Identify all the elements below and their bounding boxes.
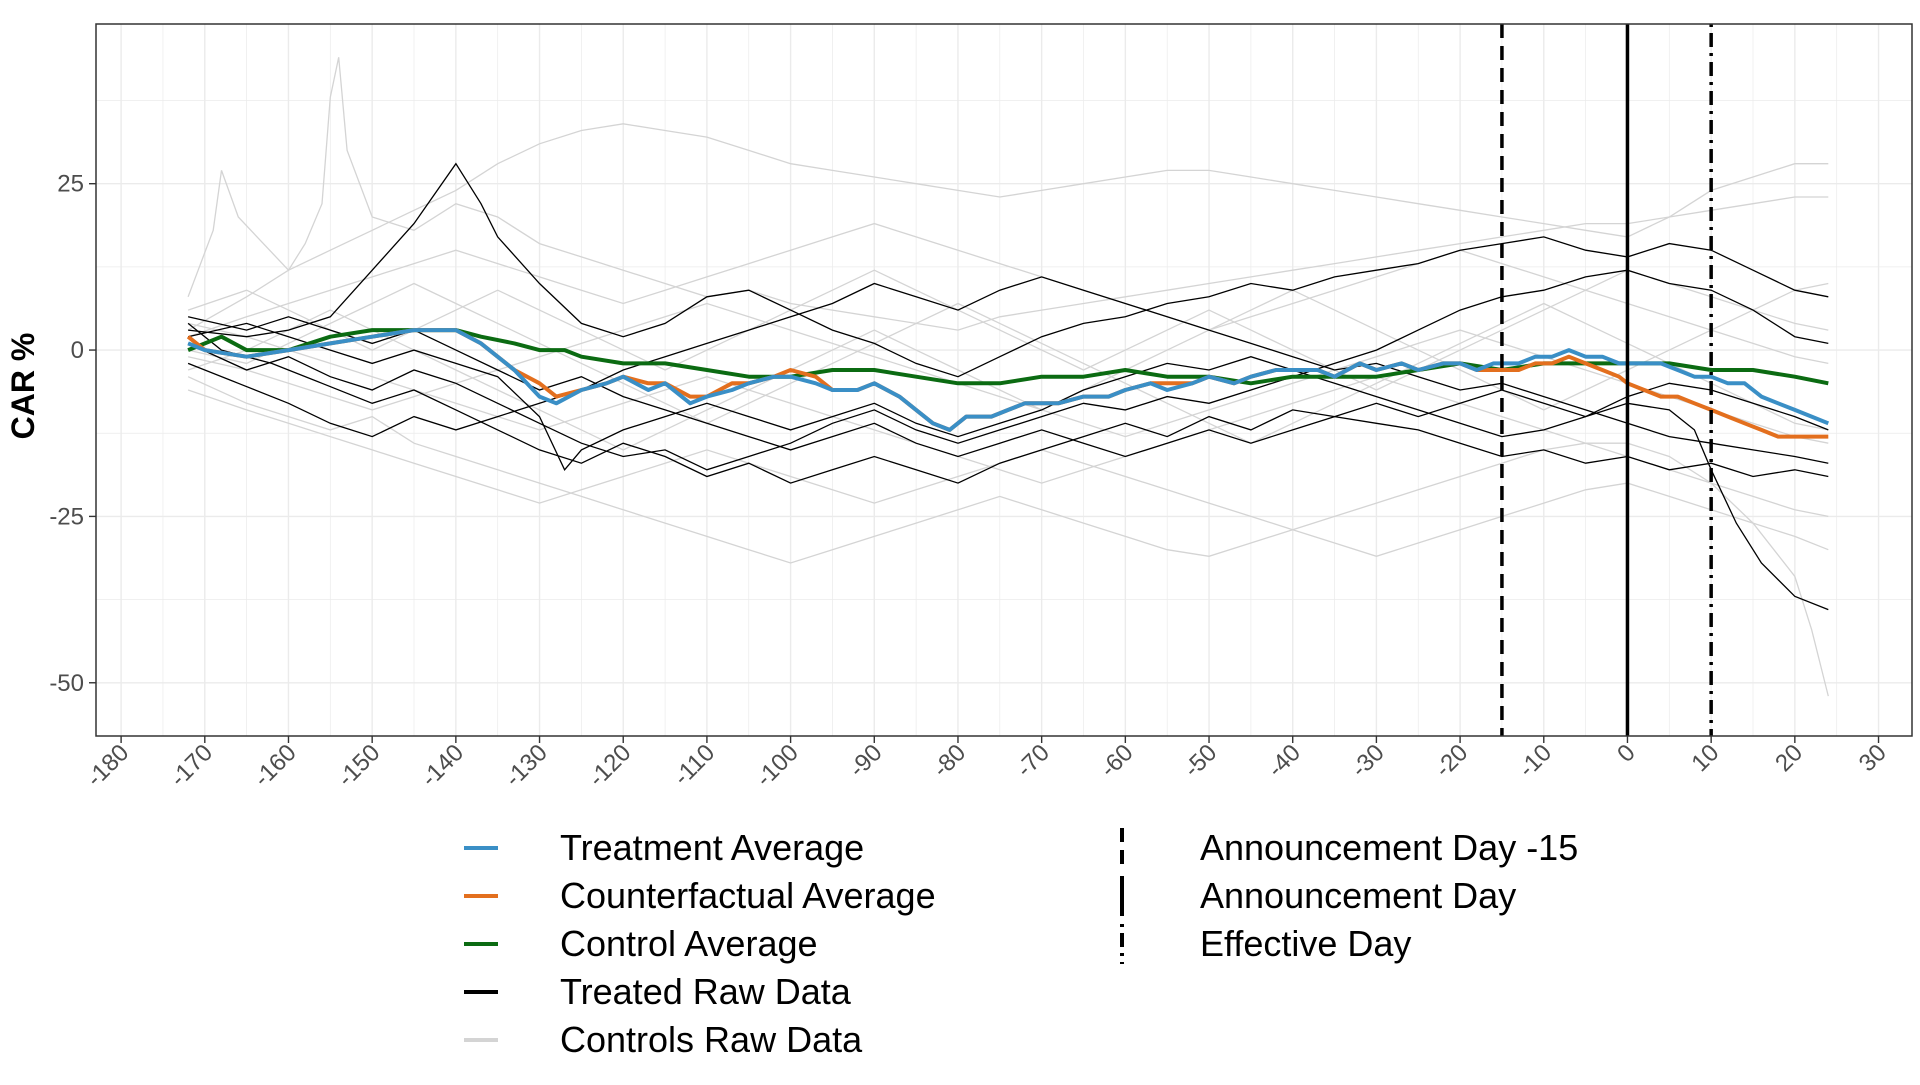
legend-item-announcement-day-15: Announcement Day -15 xyxy=(1120,827,1578,868)
treated-raw-line-1 xyxy=(188,162,1829,378)
legend-item-controls-raw-data: Controls Raw Data xyxy=(464,1019,863,1060)
legend-item-effective-day: Effective Day xyxy=(1120,923,1411,964)
treated-raw-line-3 xyxy=(187,322,1829,484)
y-tick-label: -50 xyxy=(49,670,84,697)
legend-item-control-average: Control Average xyxy=(464,923,818,964)
y-tick-label: -25 xyxy=(49,503,84,530)
treated-raw-line-6 xyxy=(187,276,1829,464)
control-raw-line-3 xyxy=(187,376,1829,697)
treated-raw-line-2 xyxy=(187,269,1829,471)
control-raw-line-9 xyxy=(187,282,1829,444)
legend-item-treated-raw-data: Treated Raw Data xyxy=(464,971,852,1012)
legend-label-treatment-average: Treatment Average xyxy=(560,827,864,868)
legend-item-counterfactual-average: Counterfactual Average xyxy=(464,875,936,916)
control-raw-line-2 xyxy=(187,123,1829,331)
treated-raw-line-5 xyxy=(187,316,1829,458)
legend-label-effective-day: Effective Day xyxy=(1200,923,1411,964)
legend-label-controls-raw-data: Controls Raw Data xyxy=(560,1019,863,1060)
y-tick-label: 0 xyxy=(71,337,84,364)
legend-label-control-average: Control Average xyxy=(560,923,818,964)
legend: Treatment Average Counterfactual Average C… xyxy=(464,827,1578,1060)
grid-lines xyxy=(96,24,1912,736)
y-axis-ticks: 25 0 -25 -50 xyxy=(49,171,96,697)
legend-item-treatment-average: Treatment Average xyxy=(464,827,864,868)
legend-label-treated-raw-data: Treated Raw Data xyxy=(560,971,852,1012)
control-raw-line-10 xyxy=(187,282,1829,451)
control-raw-line-8 xyxy=(187,269,1829,391)
treatment-average-line xyxy=(187,328,1830,432)
panel-border xyxy=(95,23,1913,737)
y-axis-label: CAR % xyxy=(5,333,41,440)
y-tick-label: 25 xyxy=(57,171,84,198)
treated-raw-lines xyxy=(187,162,1829,611)
event-vertical-lines xyxy=(1500,24,1713,736)
control-raw-line-7 xyxy=(187,322,1829,518)
legend-label-counterfactual-average: Counterfactual Average xyxy=(560,875,936,916)
average-lines xyxy=(186,328,1830,439)
legend-label-announcement-day-15: Announcement Day -15 xyxy=(1200,827,1578,868)
legend-item-announcement-day: Announcement Day xyxy=(1120,875,1516,916)
legend-label-announcement-day: Announcement Day xyxy=(1200,875,1516,916)
control-raw-line-1 xyxy=(187,57,1829,331)
